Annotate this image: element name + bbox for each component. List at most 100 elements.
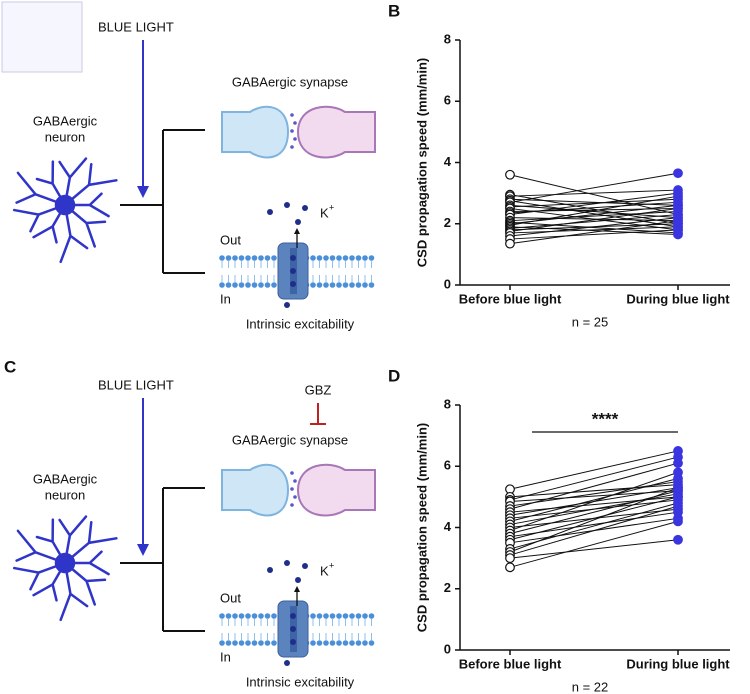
pair-line bbox=[509, 505, 679, 556]
transmitter bbox=[293, 137, 297, 141]
lipid-head bbox=[245, 282, 251, 288]
lipid-head bbox=[245, 255, 251, 261]
pair-line bbox=[509, 172, 679, 203]
thumbnail bbox=[1, 1, 83, 73]
lipid-head bbox=[336, 255, 342, 261]
pair-line bbox=[509, 194, 679, 225]
lipid-head bbox=[362, 282, 368, 288]
neuron bbox=[13, 157, 118, 264]
lipid-head bbox=[251, 640, 258, 646]
soma bbox=[54, 194, 76, 216]
lipid-head bbox=[232, 282, 238, 288]
y-tick-label: 4 bbox=[444, 519, 452, 534]
bracket bbox=[120, 129, 205, 274]
data-point bbox=[505, 169, 515, 180]
lipid-head bbox=[310, 613, 316, 619]
x-tick-label: Before blue light bbox=[459, 291, 562, 306]
lipid-head bbox=[323, 640, 329, 646]
lipid-head bbox=[329, 613, 336, 619]
x-tick-label: Before blue light bbox=[459, 656, 562, 671]
pair-line bbox=[509, 229, 679, 240]
lipid-head bbox=[251, 613, 258, 619]
panel-label: C bbox=[4, 357, 16, 376]
y-tick-label: 8 bbox=[444, 396, 451, 411]
dendrite bbox=[63, 163, 118, 207]
y-tick-label: 6 bbox=[444, 458, 451, 473]
dendrite bbox=[15, 529, 67, 565]
lipid-head bbox=[251, 255, 258, 261]
synapse-label: GABAergic synapse bbox=[232, 432, 348, 447]
lipid-head bbox=[329, 255, 336, 261]
lipid-head bbox=[342, 640, 349, 646]
transmitter bbox=[290, 503, 294, 507]
pair-line bbox=[509, 471, 679, 532]
lipid-head bbox=[362, 613, 368, 619]
y-tick-label: 2 bbox=[444, 215, 451, 230]
out-label: Out bbox=[220, 590, 241, 605]
lipid-head bbox=[271, 282, 277, 288]
in-label: In bbox=[220, 649, 231, 664]
lipid-head bbox=[329, 640, 336, 646]
lipid-head bbox=[271, 640, 277, 646]
ion bbox=[302, 205, 308, 211]
pair-line bbox=[509, 220, 679, 245]
transmitter bbox=[290, 129, 294, 133]
lipid-head bbox=[264, 640, 271, 646]
lipid-head bbox=[225, 640, 232, 646]
data-point bbox=[673, 224, 683, 235]
dendrite bbox=[63, 521, 118, 565]
dendrite bbox=[59, 561, 89, 622]
lipid-head bbox=[342, 255, 349, 261]
pair-line bbox=[509, 189, 679, 197]
lipid-head bbox=[368, 282, 375, 288]
y-axis-label: CSD propagation speed (mm/min) bbox=[414, 423, 429, 632]
lipid-head bbox=[258, 613, 264, 619]
lipid-head bbox=[355, 613, 362, 619]
lipid-head bbox=[368, 640, 375, 646]
neuron-label: GABAergic bbox=[33, 113, 98, 128]
lipid-head bbox=[323, 255, 329, 261]
neuron-label: neuron bbox=[45, 487, 85, 502]
pair-line bbox=[509, 217, 679, 237]
lipid-head bbox=[362, 255, 368, 261]
lipid-head bbox=[316, 640, 323, 646]
lipid-head bbox=[238, 640, 245, 646]
lipid-head bbox=[238, 613, 245, 619]
data-point bbox=[673, 215, 683, 226]
lipid-head bbox=[232, 640, 238, 646]
pair-line bbox=[509, 487, 679, 553]
lipid-head bbox=[316, 255, 323, 261]
ion bbox=[284, 560, 290, 566]
pair-line bbox=[509, 207, 679, 232]
lipid-head bbox=[238, 282, 245, 288]
sample-size: n = 25 bbox=[572, 314, 609, 329]
ion bbox=[284, 302, 290, 308]
lipid-head bbox=[264, 255, 271, 261]
data-point bbox=[673, 501, 683, 511]
sample-size: n = 22 bbox=[572, 679, 609, 694]
data-point bbox=[673, 516, 683, 527]
transmitter bbox=[290, 113, 294, 117]
lipid-head bbox=[310, 255, 316, 261]
data-point bbox=[673, 191, 683, 202]
pair-line bbox=[509, 450, 679, 490]
ion bbox=[290, 281, 296, 287]
y-tick-label: 0 bbox=[444, 641, 451, 656]
lipid-head bbox=[355, 255, 362, 261]
pair-line bbox=[509, 462, 679, 510]
transmitter bbox=[293, 495, 297, 499]
pair-line bbox=[509, 200, 679, 228]
ion bbox=[290, 639, 296, 645]
pair-line bbox=[509, 211, 679, 222]
transmitter bbox=[290, 471, 294, 475]
ion bbox=[284, 202, 290, 208]
in-label: In bbox=[220, 291, 231, 306]
pair-line bbox=[509, 195, 679, 226]
x-tick-label: During blue light bbox=[626, 656, 730, 671]
lipid-head bbox=[316, 282, 323, 288]
lipid-head bbox=[245, 613, 251, 619]
panel-label: D bbox=[388, 366, 400, 385]
lipid-head bbox=[264, 282, 271, 288]
data-point bbox=[673, 482, 683, 493]
post-terminal bbox=[296, 463, 376, 517]
